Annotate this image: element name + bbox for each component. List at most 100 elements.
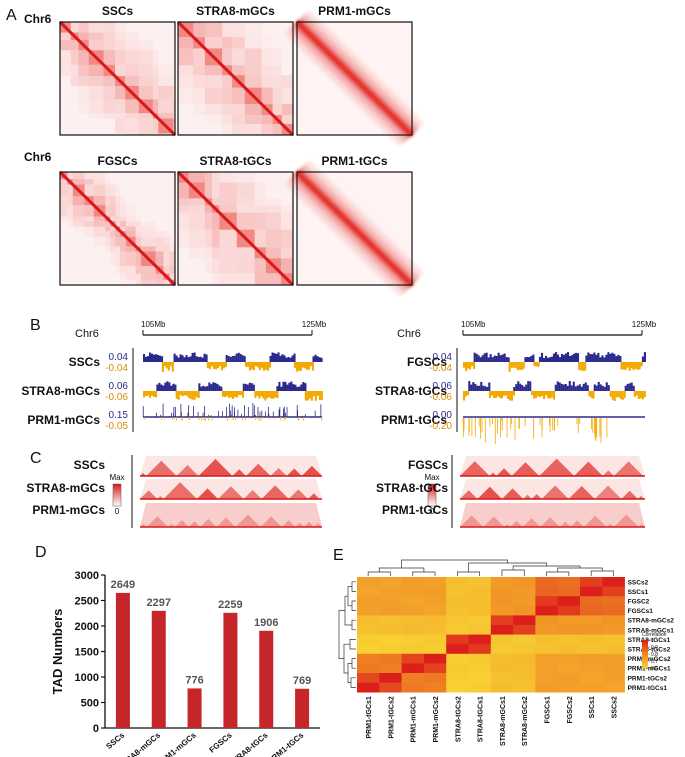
scale-end: 125Mb xyxy=(632,320,657,329)
b-compartment xyxy=(311,362,315,371)
value-label: 2649 xyxy=(111,579,135,591)
tad xyxy=(260,516,282,527)
tad-block xyxy=(103,22,116,33)
colorbar-step xyxy=(642,661,648,663)
tad-track xyxy=(140,456,322,477)
tad-block xyxy=(115,86,126,100)
heat-cell xyxy=(557,586,581,597)
a-compartment xyxy=(175,355,178,362)
b-compartment xyxy=(304,391,307,401)
tad xyxy=(613,514,639,527)
heat-cell xyxy=(401,577,425,587)
a-compartment xyxy=(181,355,184,362)
b-compartment xyxy=(613,391,616,401)
tad-block xyxy=(103,86,116,100)
tad-block xyxy=(188,247,205,259)
b-compartment xyxy=(151,391,154,396)
tad-block xyxy=(125,246,136,252)
tad xyxy=(245,463,271,476)
heat-cell xyxy=(513,634,536,645)
contact-map xyxy=(285,9,424,148)
tad xyxy=(496,468,512,476)
dendro-branch xyxy=(351,600,356,611)
b-compartment xyxy=(268,362,271,368)
tad-block xyxy=(204,87,223,105)
heat-cell xyxy=(357,634,380,645)
tad xyxy=(270,467,287,476)
b-compartment xyxy=(224,362,227,367)
a-compartment xyxy=(626,383,629,391)
heat-cell xyxy=(513,663,536,674)
b-compartment xyxy=(638,362,641,370)
tad-block xyxy=(169,246,175,252)
tad-block xyxy=(244,114,262,125)
b-compartment xyxy=(545,391,548,396)
tad-block xyxy=(120,236,126,247)
b-compartment xyxy=(276,391,279,399)
tad-block xyxy=(120,273,126,280)
tad-block xyxy=(272,75,282,88)
tad-block xyxy=(158,65,173,76)
tad-block xyxy=(219,182,237,199)
b-compartment xyxy=(533,362,536,367)
b-compartment xyxy=(510,391,514,401)
chrom-label: Chr6 xyxy=(24,12,52,26)
heat-cell xyxy=(423,625,447,635)
tad-block xyxy=(280,212,293,230)
b-compartment xyxy=(637,391,640,400)
b-compartment xyxy=(578,362,581,370)
b-compartment xyxy=(308,391,311,399)
a-compartment xyxy=(269,355,272,362)
b-compartment xyxy=(621,391,624,400)
a-compartment xyxy=(527,381,530,391)
a-compartment xyxy=(193,352,196,362)
colorbar-label: 0.6 xyxy=(651,666,658,672)
tad-block xyxy=(173,118,175,134)
tad-block xyxy=(236,247,255,259)
scale-start: 105Mb xyxy=(461,320,486,329)
tad xyxy=(140,472,147,476)
b-compartment xyxy=(223,391,227,398)
tad-block xyxy=(205,115,222,124)
tad-block xyxy=(211,273,220,285)
a-compartment xyxy=(544,355,548,362)
heat-cell xyxy=(357,663,380,674)
tad-block xyxy=(84,205,94,217)
b-compartment xyxy=(316,391,319,396)
tad-block xyxy=(222,104,233,115)
tad xyxy=(308,493,320,499)
colorbar-label: 0.7 xyxy=(651,659,658,665)
a-compartment xyxy=(643,352,646,362)
tad xyxy=(218,486,244,499)
heat-cell xyxy=(490,586,514,597)
heat-cell xyxy=(602,625,625,635)
panel-letter: D xyxy=(35,544,47,561)
tad-block xyxy=(163,251,170,266)
a-compartment xyxy=(607,385,610,391)
heat-cell xyxy=(379,605,402,616)
tad-block xyxy=(169,273,175,280)
tad-block xyxy=(125,265,136,274)
tad-block xyxy=(244,75,262,88)
heat-cell xyxy=(468,682,492,693)
tad-block xyxy=(70,40,79,51)
tad-block xyxy=(173,113,175,119)
tad-block xyxy=(188,205,205,213)
tad-block xyxy=(193,87,205,105)
map-frame xyxy=(59,171,176,286)
a-compartment xyxy=(289,357,292,362)
b-compartment xyxy=(270,391,273,399)
tad-block xyxy=(272,65,282,76)
column-label: SSCs2 xyxy=(611,696,618,718)
tad-block xyxy=(219,229,237,248)
b-compartment xyxy=(494,391,498,399)
tad-block xyxy=(140,246,156,252)
a-compartment xyxy=(481,355,484,362)
a-compartment xyxy=(248,382,251,391)
heat-cell xyxy=(401,663,425,674)
tad-block xyxy=(204,205,212,213)
tad-block xyxy=(232,65,245,76)
b-compartment xyxy=(163,362,166,367)
a-compartment xyxy=(611,352,614,362)
heat-cell xyxy=(580,644,603,655)
